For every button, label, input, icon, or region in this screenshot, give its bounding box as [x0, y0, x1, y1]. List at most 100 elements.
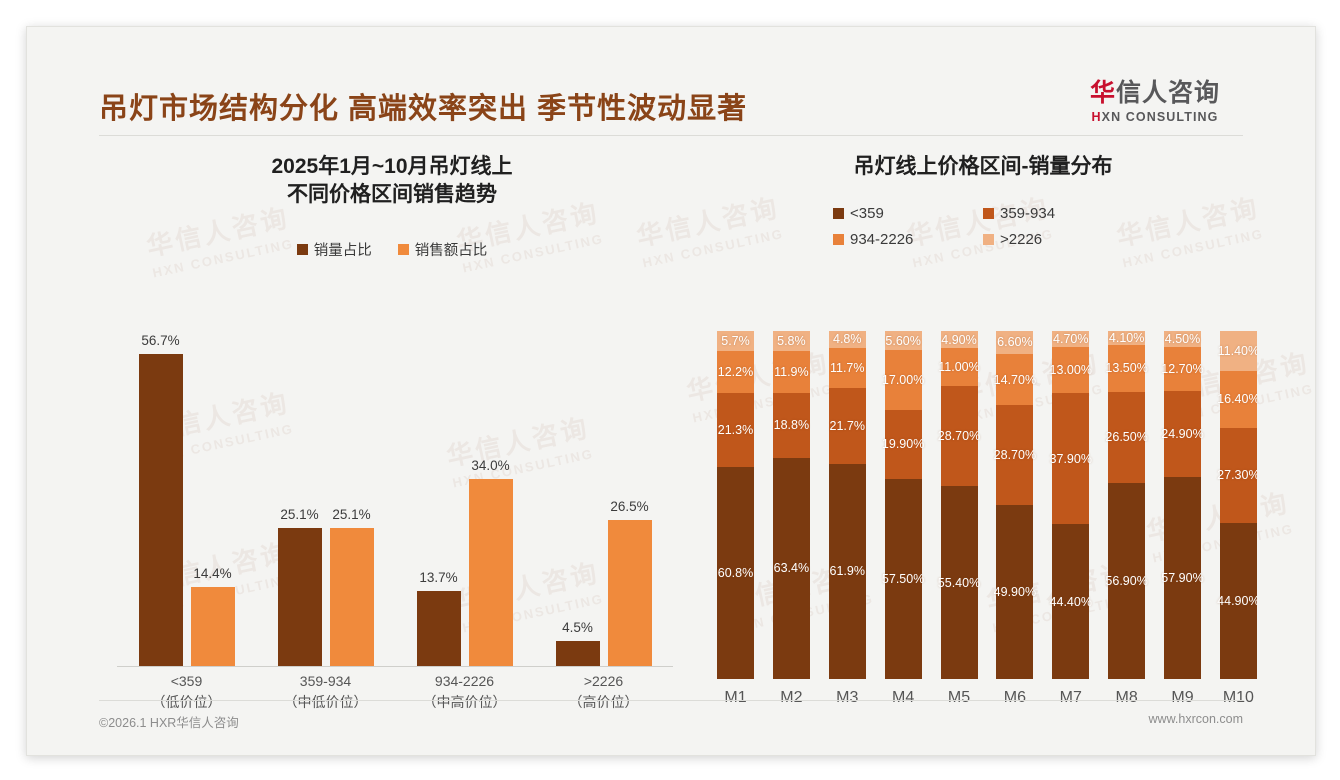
chart-right-plot: 5.7% 12.2% 21.3% 60.8% 5.8% 11.9% 18.8% 63.4% 4.…: [717, 313, 1257, 723]
segment-value-label: 55.40%: [937, 575, 981, 590]
stacked-bar: 6.60% 14.70% 28.70% 49.90%: [993, 331, 1037, 679]
stack-segment-2[interactable]: 13.50%: [1105, 345, 1148, 392]
x-tick-label: M7: [1059, 689, 1082, 706]
bar-0[interactable]: [555, 641, 600, 666]
chart-right-title-line1: 吊灯线上价格区间-销量分布: [853, 155, 1113, 178]
stacked-bar: 4.50% 12.70% 24.90% 57.90%: [1161, 331, 1204, 679]
stack-segment-3[interactable]: 5.8%: [772, 331, 810, 352]
stack-segment-1[interactable]: 28.70%: [938, 386, 980, 487]
segment-value-label: 13.50%: [1105, 361, 1148, 376]
stack-segment-0[interactable]: 57.50%: [882, 478, 924, 679]
footer-divider: [99, 700, 1243, 701]
x-tick-label: M10: [1222, 689, 1254, 706]
stack-segment-3[interactable]: 4.90%: [940, 331, 978, 349]
bar-wrapper: 56.7%: [138, 333, 183, 666]
stack-segment-2[interactable]: 12.2%: [717, 350, 754, 394]
footer-website[interactable]: www.hxrcon.com: [1148, 712, 1243, 726]
stack-segment-1[interactable]: 19.90%: [881, 409, 925, 479]
stack-segment-0[interactable]: 55.40%: [937, 486, 981, 679]
stack-segment-1[interactable]: 26.50%: [1105, 391, 1148, 483]
stack-segment-2[interactable]: 13.00%: [1050, 347, 1092, 393]
x-tick-range: 934-2226: [434, 673, 495, 689]
segment-value-label: 19.90%: [881, 437, 925, 452]
stack-segment-0[interactable]: 56.90%: [1105, 482, 1148, 679]
segment-value-label: 49.90%: [993, 584, 1037, 599]
bar-wrapper: 26.5%: [607, 336, 652, 666]
bar-value-label: 25.1%: [280, 507, 319, 522]
x-tick-sub: （高价位）: [568, 694, 639, 710]
bar-1[interactable]: [468, 479, 513, 666]
chart-panel-right: 吊灯线上价格区间-销量分布 <359 359-934 934-2226 >2226 5…: [703, 153, 1263, 723]
segment-value-label: 11.40%: [1217, 343, 1257, 358]
bar-1[interactable]: [190, 587, 235, 666]
chart-left-plot: 56.7% 14.4% 25.1% 25.1% 13.7% 34.0% 4.5% 26.5% …: [117, 323, 677, 723]
stack-segment-2[interactable]: 16.40%: [1217, 370, 1257, 428]
bar-value-label: 13.7%: [419, 570, 458, 585]
stack-segment-0[interactable]: 60.8%: [717, 467, 754, 679]
stack-segment-0[interactable]: 44.90%: [1217, 522, 1257, 679]
stack-segment-3[interactable]: 5.60%: [884, 331, 922, 351]
segment-value-label: 18.8%: [773, 418, 810, 433]
page-title: 吊灯市场结构分化 高端效率突出 季节性波动显著: [99, 93, 748, 125]
bar-wrapper: 13.7%: [416, 336, 461, 666]
chart-right-title: 吊灯线上价格区间-销量分布: [703, 153, 1263, 181]
legend-item-0[interactable]: <359: [833, 205, 983, 222]
segment-value-label: 4.8%: [833, 332, 862, 347]
stack-segment-3[interactable]: 4.50%: [1164, 331, 1201, 347]
segment-value-label: 63.4%: [773, 561, 810, 576]
stack-segment-2[interactable]: 11.7%: [828, 347, 866, 389]
stack-segment-2[interactable]: 12.70%: [1161, 346, 1204, 391]
stack-segment-0[interactable]: 61.9%: [828, 463, 866, 679]
stack-segment-3[interactable]: 4.8%: [828, 331, 866, 348]
segment-value-label: 11.7%: [829, 361, 865, 376]
logo-chinese: 华信人咨询: [1065, 79, 1245, 108]
stack-segment-2[interactable]: 11.00%: [938, 348, 980, 387]
bar-1[interactable]: [329, 528, 374, 666]
legend-item-1[interactable]: 销售额占比: [397, 239, 487, 260]
x-tick-range: <359: [170, 673, 203, 689]
stack-segment-2[interactable]: 17.00%: [882, 350, 924, 410]
stack-segment-3[interactable]: 11.40%: [1217, 331, 1257, 371]
bar-wrapper: 14.4%: [190, 336, 235, 666]
legend-item-0[interactable]: 销量占比: [296, 239, 372, 260]
bar-0[interactable]: [277, 528, 322, 666]
x-tick-label: 934-2226 （中高价位）: [400, 671, 530, 721]
legend-item-2[interactable]: 934-2226: [833, 231, 983, 248]
stack-segment-1[interactable]: 21.3%: [717, 393, 754, 468]
bar-wrapper: 4.5%: [555, 336, 600, 666]
stack-segment-0[interactable]: 44.40%: [1050, 524, 1092, 679]
stack-segment-1[interactable]: 18.8%: [772, 392, 810, 458]
logo-chinese-rest: 信人咨询: [1116, 79, 1221, 107]
bar-group: 25.1% 25.1%: [277, 336, 374, 666]
stack-segment-0[interactable]: 57.90%: [1161, 477, 1204, 679]
chart-left-legend: 销量占比 销售额占比: [87, 239, 697, 260]
bar-0[interactable]: [416, 591, 461, 666]
stack-segment-1[interactable]: 24.90%: [1161, 390, 1204, 478]
stack-segment-1[interactable]: 28.70%: [994, 405, 1036, 505]
stack-segment-3[interactable]: 6.60%: [996, 331, 1034, 354]
legend-swatch: [397, 244, 409, 256]
stack-segment-2[interactable]: 11.9%: [772, 351, 810, 393]
stack-segment-1[interactable]: 37.90%: [1050, 392, 1092, 525]
slide-footer: ©2026.1 HXR华信人咨询 www.hxrcon.com: [99, 712, 1243, 731]
stacked-bar: 4.70% 13.00% 37.90% 44.40%: [1050, 331, 1092, 679]
stack-segment-3[interactable]: 5.7%: [717, 331, 754, 351]
legend-item-3[interactable]: >2226: [983, 231, 1133, 248]
stack-segment-3[interactable]: 4.10%: [1108, 331, 1146, 346]
legend-item-1[interactable]: 359-934: [983, 205, 1133, 222]
bar-1[interactable]: [607, 520, 652, 666]
stack-segment-1[interactable]: 21.7%: [828, 388, 866, 464]
chart-left-title: 2025年1月~10月吊灯线上 不同价格区间销售趋势: [87, 153, 697, 209]
stacked-bar: 5.7% 12.2% 21.3% 60.8%: [717, 331, 754, 679]
x-tick-label: M2: [780, 689, 803, 706]
segment-value-label: 27.30%: [1217, 468, 1257, 483]
logo-english-rest: XN CONSULTING: [1101, 109, 1219, 124]
legend-label: 359-934: [1000, 205, 1056, 223]
stack-segment-0[interactable]: 63.4%: [772, 458, 810, 679]
bar-value-label: 25.1%: [332, 507, 371, 522]
bar-0[interactable]: [138, 354, 183, 666]
stack-segment-1[interactable]: 27.30%: [1217, 427, 1257, 523]
stack-segment-3[interactable]: 4.70%: [1052, 331, 1090, 348]
stack-segment-0[interactable]: 49.90%: [993, 504, 1037, 679]
stack-segment-2[interactable]: 14.70%: [994, 353, 1036, 406]
